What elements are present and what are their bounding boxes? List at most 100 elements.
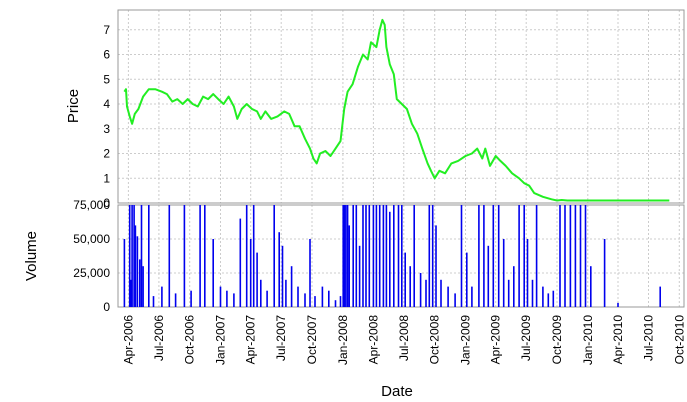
volume-bar <box>372 205 375 307</box>
volume-bar <box>466 252 468 307</box>
volume-bar <box>471 286 473 307</box>
volume-bar <box>404 252 406 307</box>
price-y-tick-label: 4 <box>103 97 110 111</box>
volume-bar <box>440 279 442 307</box>
price-axis-title: Price <box>65 89 82 123</box>
volume-bar <box>454 293 456 307</box>
date-x-tick-label: Jul-2010 <box>642 315 656 361</box>
price-y-tick-label: 3 <box>103 122 110 136</box>
volume-bar <box>478 205 480 307</box>
volume-bar <box>314 296 316 307</box>
volume-bar <box>547 293 550 307</box>
volume-y-tick-label: 0 <box>103 300 110 314</box>
volume-bar <box>190 290 192 307</box>
volume-bar <box>513 266 515 307</box>
volume-bar <box>123 239 126 307</box>
date-x-tick-labels: Apr-2006 Jul-2006 Oct-2006 Jan-2007 Apr-2007… <box>121 315 686 365</box>
volume-bar <box>134 225 137 307</box>
date-axis-title: Date <box>381 383 413 400</box>
volume-bar <box>389 211 391 307</box>
volume-bar <box>343 205 346 307</box>
date-x-tick-label: Apr-2008 <box>366 315 380 365</box>
volume-bar <box>559 205 561 307</box>
volume-bar <box>128 205 131 307</box>
price-panel: 0 1 2 3 4 5 6 7 Price <box>65 9 685 210</box>
date-x-tick-label: Oct-2008 <box>428 315 442 365</box>
date-x-tick-label: Jul-2009 <box>519 315 533 361</box>
volume-bar <box>362 205 364 307</box>
volume-bar <box>212 239 214 307</box>
volume-bar <box>249 239 252 307</box>
volume-bar <box>352 205 354 307</box>
date-x-tick-label: Jan-2007 <box>214 315 228 365</box>
volume-bar <box>590 266 592 307</box>
date-x-tick-label: Apr-2007 <box>244 315 258 365</box>
volume-bar <box>219 286 222 307</box>
volume-bar <box>523 205 525 307</box>
volume-bar <box>569 205 572 307</box>
volume-bar <box>378 205 381 307</box>
volume-bar <box>518 205 520 307</box>
volume-bar <box>133 205 135 307</box>
volume-bar <box>526 239 529 307</box>
volume-bar <box>447 286 449 307</box>
volume-bar <box>252 205 255 307</box>
volume-bar <box>309 239 311 307</box>
volume-bar <box>531 279 534 307</box>
volume-bar <box>431 205 434 307</box>
volume-bar <box>285 279 287 307</box>
volume-bar <box>339 296 342 307</box>
volume-bar <box>368 205 371 307</box>
volume-bar <box>204 205 206 307</box>
price-y-tick-label: 0 <box>103 196 110 210</box>
price-line <box>123 18 670 202</box>
volume-bar <box>321 286 324 307</box>
volume-bar <box>385 205 388 307</box>
date-x-tick-label: Jan-2008 <box>336 315 350 365</box>
volume-bar <box>358 245 361 307</box>
volume-bar <box>273 205 275 307</box>
volume-bar <box>304 293 306 307</box>
date-x-tick-label: Jul-2006 <box>152 315 166 361</box>
volume-bar <box>226 290 228 307</box>
volume-bar <box>342 205 344 307</box>
volume-bar <box>542 286 544 307</box>
date-x-tick-label: Apr-2009 <box>489 315 503 365</box>
volume-bar <box>239 218 242 307</box>
date-x-tick-label: Oct-2009 <box>550 315 564 365</box>
volume-bar <box>328 290 330 307</box>
volume-bar <box>266 290 268 307</box>
price-y-tick-labels: 0 1 2 3 4 5 6 7 <box>103 23 110 210</box>
volume-bar <box>174 293 177 307</box>
volume-bar <box>492 205 495 307</box>
volume-bar <box>483 205 485 307</box>
volume-bar <box>129 279 132 307</box>
volume-bar <box>168 205 171 307</box>
volume-bar <box>260 279 262 307</box>
volume-bar <box>375 205 378 307</box>
volume-bar <box>290 266 293 307</box>
volume-bar <box>409 266 411 307</box>
volume-bar <box>278 232 280 307</box>
date-x-tick-label: Oct-2007 <box>305 315 319 365</box>
date-x-tick-label: Apr-2006 <box>121 315 135 365</box>
volume-bar <box>617 302 619 307</box>
date-x-tick-label: Jan-2010 <box>581 315 595 365</box>
volume-bar <box>497 205 500 307</box>
volume-axis-title: Volume <box>23 231 40 281</box>
volume-bar <box>345 205 347 307</box>
date-x-tick-label: Jan-2009 <box>459 315 473 365</box>
volume-y-tick-label: 25,000 <box>73 266 110 280</box>
price-plot-frame <box>117 9 685 204</box>
volume-bar <box>413 205 415 307</box>
volume-bar <box>603 239 606 307</box>
volume-bar <box>355 205 358 307</box>
volume-bar <box>487 245 490 307</box>
volume-panel: 0 25,000 50,000 75,000 Apr-2006 Jul-2006 Oct-… <box>23 198 686 400</box>
volume-bar <box>382 205 385 307</box>
volume-y-tick-labels: 0 25,000 50,000 75,000 <box>73 198 110 314</box>
volume-bar <box>334 300 337 307</box>
date-x-tick-label: Apr-2010 <box>611 315 625 365</box>
volume-bar <box>348 225 350 307</box>
volume-bar <box>183 205 186 307</box>
